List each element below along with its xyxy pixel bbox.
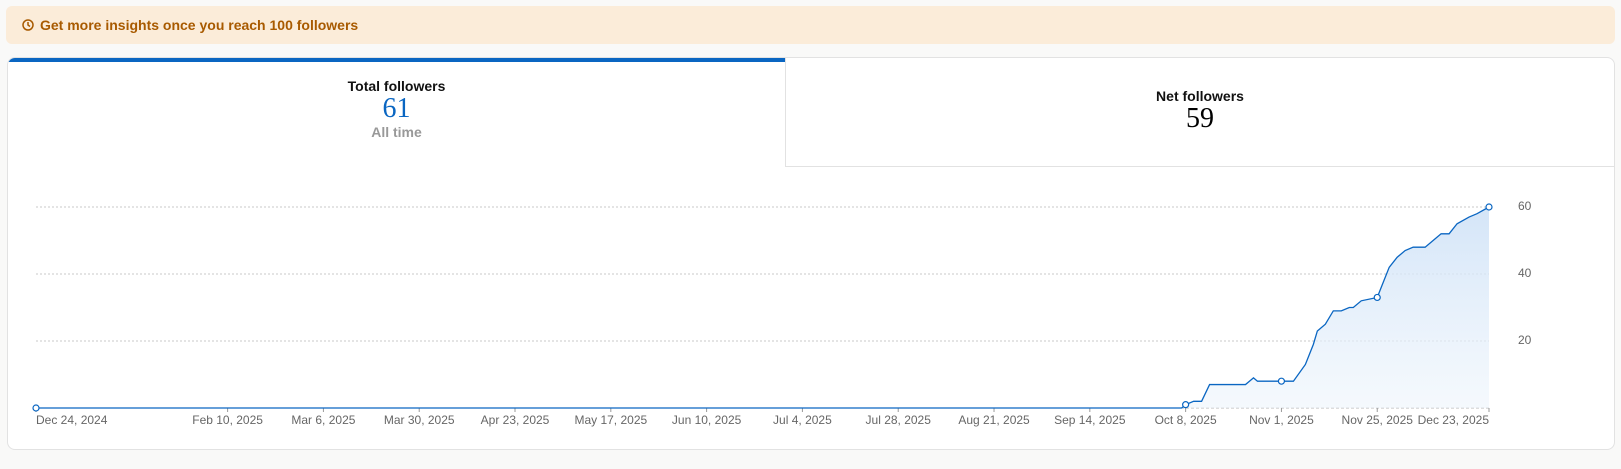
x-tick-label: Sep 14, 2025 xyxy=(1054,413,1126,427)
point xyxy=(1182,401,1190,409)
x-tick-label: Mar 6, 2025 xyxy=(291,413,355,427)
y-tick-label: 40 xyxy=(1518,266,1532,280)
clock-icon xyxy=(22,19,34,31)
point xyxy=(32,404,40,412)
tab-title: Total followers xyxy=(347,78,446,94)
y-tick-label: 20 xyxy=(1518,333,1532,347)
tab-title: Net followers xyxy=(1156,88,1244,104)
tab-value: 61 xyxy=(382,93,411,124)
tab-value: 59 xyxy=(1186,103,1214,134)
banner-text: Get more insights once you reach 100 fol… xyxy=(40,17,359,33)
x-tick-label: Dec 23, 2025 xyxy=(1418,413,1490,427)
point xyxy=(1373,293,1381,302)
x-tick-label: Feb 10, 2025 xyxy=(192,413,263,427)
x-tick-label: Aug 21, 2025 xyxy=(958,413,1030,427)
tab-caption: All time xyxy=(371,124,422,140)
point xyxy=(1485,203,1493,211)
line xyxy=(36,206,1490,409)
y-tick-label: 60 xyxy=(1518,199,1532,213)
tab[interactable]: Net followers 59 xyxy=(785,58,1614,167)
tab[interactable]: Total followers 61 All time xyxy=(8,58,785,167)
point xyxy=(1277,377,1286,385)
x-tick-label: Jun 10, 2025 xyxy=(672,413,742,427)
x-tick-label: May 17, 2025 xyxy=(574,413,647,427)
x-tick-label: Oct 8, 2025 xyxy=(1155,413,1217,427)
x-tick-label: Nov 1, 2025 xyxy=(1249,413,1314,427)
x-tick-label: Jul 4, 2025 xyxy=(773,413,832,427)
x-tick-label: Apr 23, 2025 xyxy=(481,413,550,427)
x-tick-label: Jul 28, 2025 xyxy=(866,413,932,427)
x-tick-label: Nov 25, 2025 xyxy=(1342,413,1414,427)
x-tick-label: Mar 30, 2025 xyxy=(384,413,455,427)
insights-banner: Get more insights once you reach 100 fol… xyxy=(6,6,1615,44)
area xyxy=(36,207,1489,408)
x-tick-label: Dec 24, 2024 xyxy=(36,413,108,427)
